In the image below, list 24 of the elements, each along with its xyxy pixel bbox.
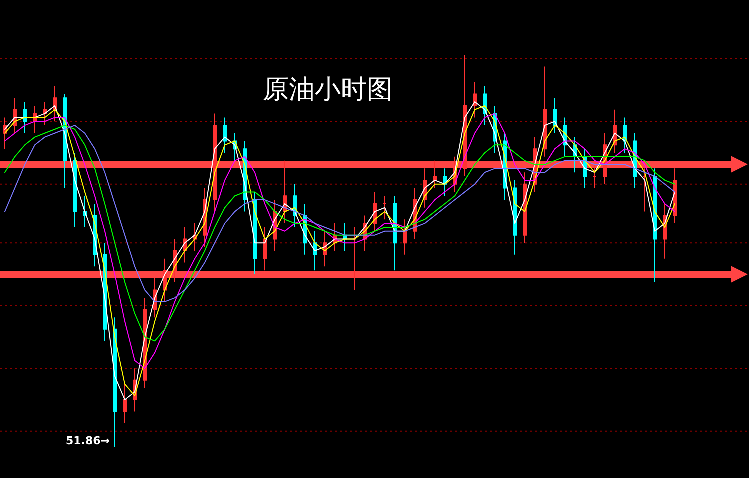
annotation: 51.86→ (66, 434, 110, 448)
candlestick (443, 168, 447, 197)
candlestick (593, 164, 597, 189)
candlestick (123, 384, 127, 424)
candlestick (33, 105, 37, 134)
candlestick (523, 172, 527, 244)
text: 原油小时图 (263, 75, 393, 105)
candlestick (643, 168, 647, 212)
candlestick (433, 160, 437, 189)
candlestick (353, 226, 357, 291)
candlestick (53, 86, 57, 122)
candlestick (83, 196, 87, 228)
candlestick (73, 152, 77, 228)
candlestick (263, 226, 267, 272)
candlestick (473, 82, 477, 118)
candlestick (213, 113, 217, 212)
candlestick (43, 102, 47, 126)
candlestick (553, 98, 557, 134)
candlestick (403, 219, 407, 256)
candlestick (223, 117, 227, 154)
candlestick (383, 196, 387, 220)
candlestick (23, 102, 27, 134)
candlestick (393, 196, 397, 272)
candlestick (543, 66, 547, 158)
